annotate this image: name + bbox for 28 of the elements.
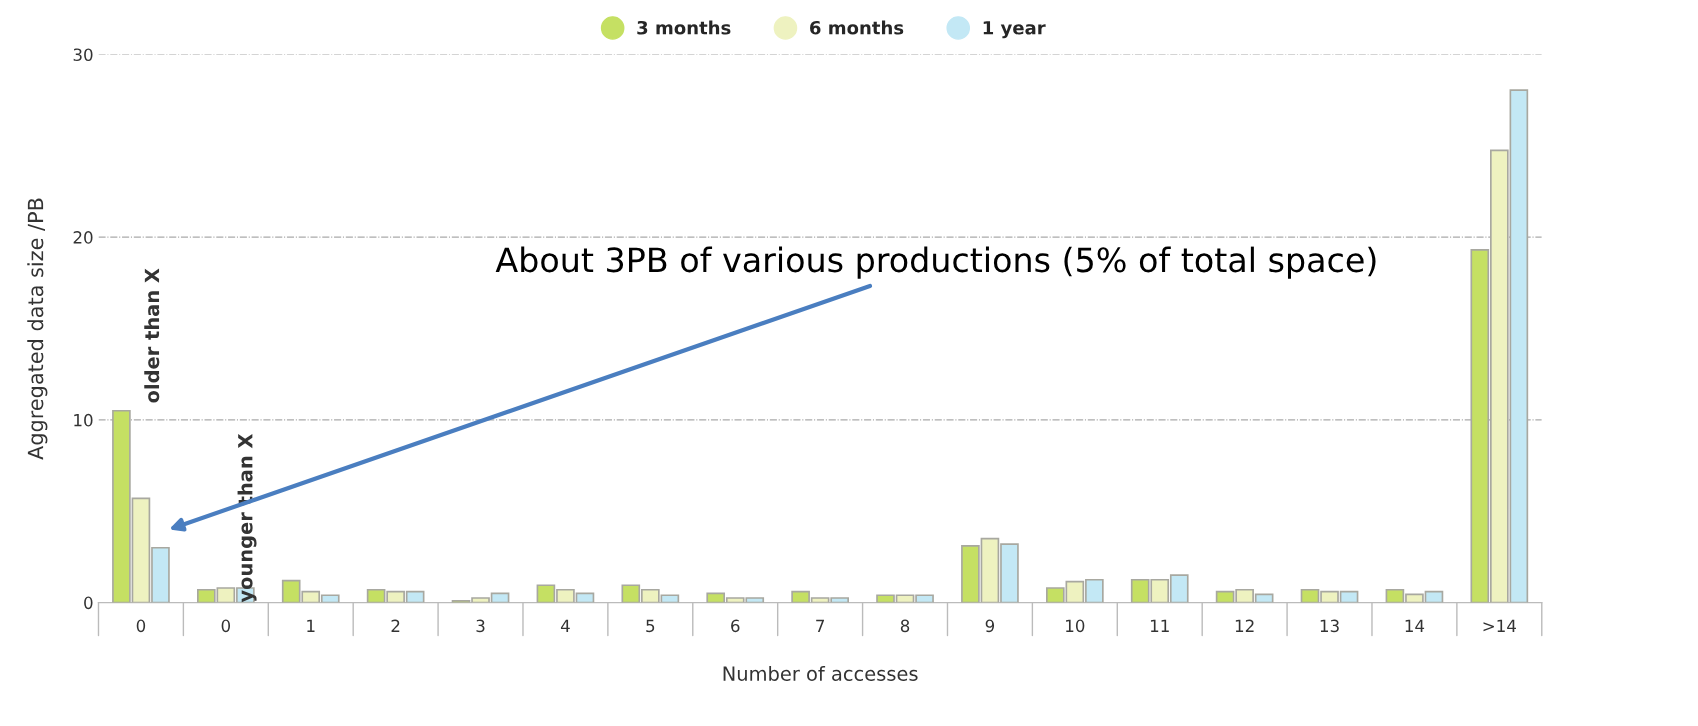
x-tick-label: 12 xyxy=(1235,619,1254,632)
x-tick-label: 1 xyxy=(307,619,315,632)
x-tick-label: 0 xyxy=(136,619,146,633)
x-tick-label: 10 xyxy=(1066,619,1085,633)
x-axis-title: Number of accesses xyxy=(723,665,918,681)
x-tick-label: >14 xyxy=(1483,619,1516,632)
x-tick-label: 4 xyxy=(560,619,570,632)
x-tick-label: 2 xyxy=(391,619,400,632)
x-tick-label: 7 xyxy=(816,619,825,632)
x-tick-label: 14 xyxy=(1405,619,1425,632)
y-tick-label: 20 xyxy=(73,231,93,244)
y-tick-label: 10 xyxy=(74,413,93,427)
legend-label: 1 year xyxy=(983,21,1046,39)
x-tick-label: 6 xyxy=(731,619,740,633)
annotation: older than X xyxy=(144,268,160,403)
x-tick-label: 11 xyxy=(1150,619,1169,632)
x-tick-label: 9 xyxy=(985,619,995,633)
legend-label: 6 months xyxy=(810,20,904,35)
annotation: About 3PB of various productions (5% of total space) xyxy=(495,246,1376,279)
x-tick-label: 3 xyxy=(476,619,485,633)
legend-label: 3 months xyxy=(637,20,731,35)
y-tick-label: 30 xyxy=(73,48,93,62)
y-axis-title: Aggregated data size /PB xyxy=(27,198,48,460)
x-tick-label: 8 xyxy=(900,619,910,633)
x-tick-label: 0 xyxy=(221,619,231,633)
y-tick-label: 0 xyxy=(84,596,93,610)
x-tick-label: 5 xyxy=(646,619,655,633)
x-tick-label: 13 xyxy=(1320,619,1339,633)
